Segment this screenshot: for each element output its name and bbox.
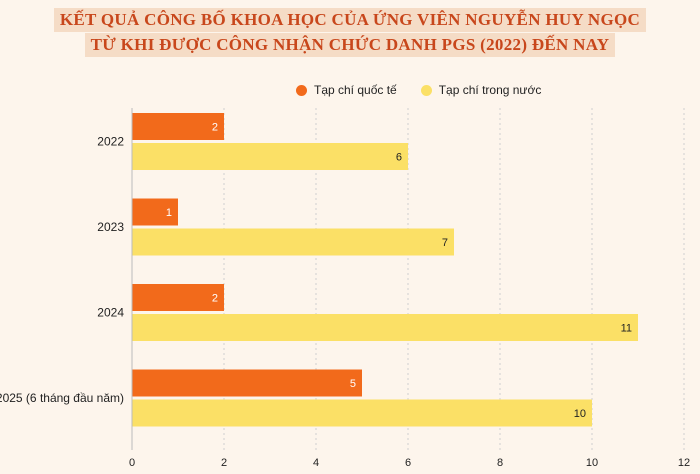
x-tick-label: 10 [586,457,598,469]
data-label: 5 [350,378,356,390]
legend-label-domestic: Tạp chí trong nước [438,83,542,97]
bar-international [132,284,224,311]
category-label: 2023 [97,220,124,234]
data-label: 10 [574,408,586,420]
legend-swatch-domestic [420,84,432,96]
x-tick-label: 8 [497,457,503,469]
data-label: 1 [166,207,172,219]
data-label: 2 [212,293,218,305]
category-label: 2025 (6 tháng đầu năm) [0,391,124,405]
x-tick-label: 4 [313,457,319,469]
bar-international [132,198,178,226]
category-label: 2022 [97,135,124,149]
bar-domestic [132,314,638,341]
bar-international [132,113,224,140]
chart-legend: Tạp chí quốc tế Tạp chí trong nước [296,83,565,97]
data-label: 7 [442,237,448,249]
x-tick-label: 2 [221,457,227,469]
data-label: 6 [396,152,402,164]
x-tick-label: 6 [405,457,411,469]
chart-title-line-2: TỪ KHI ĐƯỢC CÔNG NHẬN CHỨC DANH PGS (202… [84,33,616,57]
x-tick-label: 12 [678,457,690,469]
legend-label-international: Tạp chí quốc tế [314,83,397,97]
data-label: 2 [212,122,218,134]
legend-item-domestic: Tạp chí trong nước [420,83,542,97]
category-label: 2024 [97,306,124,320]
bar-domestic [132,228,454,256]
x-tick-label: 0 [129,457,135,469]
legend-swatch-international [296,84,307,96]
bar-international [132,369,362,397]
legend-item-international: Tạp chí quốc tế [296,83,397,97]
data-label: 11 [621,323,632,335]
bar-domestic [132,143,408,170]
bar-domestic [132,399,592,427]
chart-title: KẾT QUẢ CÔNG BỐ KHOA HỌC CỦA ỨNG VIÊN NG… [0,8,700,58]
chart-title-line-1: KẾT QUẢ CÔNG BỐ KHOA HỌC CỦA ỨNG VIÊN NG… [53,8,647,32]
